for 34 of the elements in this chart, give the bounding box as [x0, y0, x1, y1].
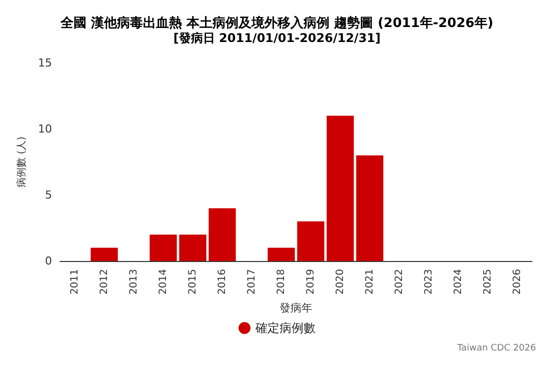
bar — [268, 248, 295, 261]
x-tick-label: 2024 — [452, 269, 464, 294]
y-tick-label: 10 — [38, 122, 52, 136]
x-tick-label: 2022 — [394, 269, 405, 294]
chart-subtitle: [發病日 2011/01/01-2026/12/31] — [173, 31, 381, 45]
x-tick-label: 2017 — [246, 269, 258, 294]
y-tick-label: 5 — [45, 188, 52, 202]
bar — [179, 234, 206, 261]
x-tick-label: 2014 — [158, 269, 169, 294]
bar — [150, 234, 177, 261]
chart-title: 全國 漢他病毒出血熱 本土病例及境外移入病例 趨勢圖 (2011年-2026年) — [60, 15, 494, 31]
bar — [208, 208, 236, 261]
x-tick-label: 2018 — [276, 269, 287, 294]
y-axis-title: 病例數 (人) — [16, 136, 28, 188]
bar — [356, 155, 384, 261]
x-tick-label: 2015 — [187, 269, 198, 294]
bar — [90, 248, 118, 261]
x-tick-label: 2023 — [423, 269, 434, 294]
x-tick-label: 2021 — [364, 269, 376, 294]
x-tick-label: 2019 — [305, 269, 316, 294]
y-tick-label: 15 — [38, 56, 52, 70]
legend-label: 確定病例數 — [254, 321, 316, 335]
bar — [297, 221, 324, 261]
x-tick-label: 2013 — [128, 269, 140, 294]
y-tick-label: 0 — [45, 254, 52, 268]
x-tick-label: 2011 — [69, 269, 80, 294]
x-tick-label: 2016 — [216, 269, 228, 294]
x-tick-label: 2026 — [512, 269, 523, 294]
text: Taiwan CDC 2026 — [456, 344, 536, 354]
x-tick-label: 2025 — [482, 269, 494, 294]
bar — [326, 116, 354, 261]
x-axis-title: 發病年 — [280, 301, 312, 314]
x-tick-label: 2020 — [334, 269, 346, 294]
x-tick-label: 2012 — [98, 269, 110, 294]
